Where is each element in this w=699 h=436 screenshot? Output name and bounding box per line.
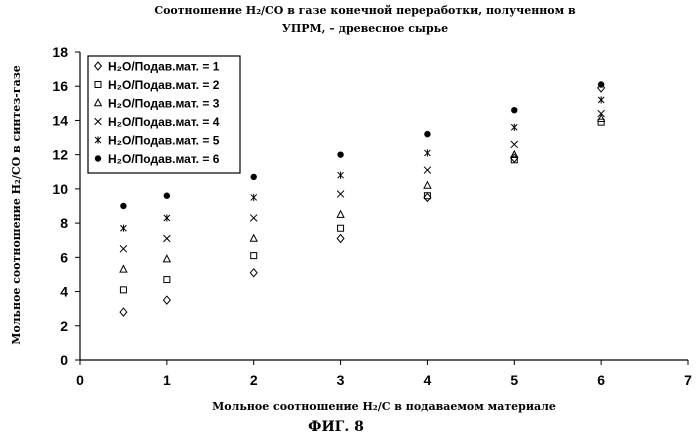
y-tick-label: 2 — [60, 318, 68, 334]
data-point-series-5 — [120, 225, 126, 232]
x-tick-label: 4 — [424, 372, 432, 388]
y-tick-label: 4 — [60, 284, 68, 300]
data-point-series-3 — [163, 255, 170, 262]
data-point-series-1 — [424, 193, 431, 201]
data-point-series-6 — [511, 107, 517, 113]
data-point-series-5 — [164, 214, 170, 221]
x-tick-label: 5 — [510, 372, 518, 388]
x-axis-label: Мольное соотношение H₂/C в подаваемом ма… — [212, 400, 556, 413]
data-point-series-5 — [511, 124, 517, 131]
data-point-series-2 — [338, 225, 344, 231]
data-point-series-1 — [163, 296, 170, 304]
y-tick-label: 12 — [52, 147, 68, 163]
data-point-series-3 — [424, 182, 431, 189]
chart-title-line-1: Соотношение H₂/CO в газе конечной перера… — [154, 4, 576, 17]
data-point-series-5 — [338, 172, 344, 179]
data-point-series-2 — [251, 253, 257, 259]
data-point-series-3 — [250, 235, 257, 242]
y-tick-label: 8 — [60, 215, 68, 231]
y-tick-label: 18 — [52, 44, 68, 60]
y-tick-label: 6 — [60, 249, 68, 265]
data-point-series-4 — [424, 167, 431, 174]
data-point-series-4 — [250, 215, 257, 222]
data-point-series-4 — [337, 191, 344, 198]
legend-label-1: H₂O/Подав.мат. = 1 — [108, 60, 220, 74]
data-point-series-2 — [164, 277, 170, 283]
data-point-series-6 — [251, 174, 257, 180]
data-point-series-6 — [598, 82, 604, 88]
data-point-series-1 — [250, 269, 257, 277]
x-tick-label: 0 — [76, 372, 84, 388]
legend-label-2: H₂O/Подав.мат. = 2 — [108, 78, 220, 92]
y-tick-label: 0 — [60, 352, 68, 368]
data-point-series-1 — [120, 308, 127, 316]
data-point-series-4 — [511, 141, 518, 148]
figure-caption: ФИГ. 8 — [308, 419, 364, 435]
data-point-series-5 — [424, 149, 430, 156]
data-point-series-4 — [120, 245, 127, 252]
y-axis-label: Мольное соотношение H₂/CO в синтез-газе — [10, 65, 23, 344]
data-point-series-6 — [338, 152, 344, 158]
data-point-series-5 — [251, 194, 257, 201]
x-tick-label: 1 — [163, 372, 171, 388]
legend-label-5: H₂O/Подав.мат. = 5 — [108, 134, 220, 148]
data-point-series-2 — [120, 287, 126, 293]
y-tick-label: 14 — [52, 112, 68, 128]
x-tick-label: 2 — [250, 372, 258, 388]
legend-marker-6 — [95, 156, 101, 162]
x-tick-label: 3 — [337, 372, 345, 388]
data-point-series-6 — [164, 193, 170, 199]
y-tick-label: 16 — [52, 78, 68, 94]
chart-title-line-2: УПРМ, – древесное сырье — [282, 22, 448, 35]
data-point-series-5 — [598, 96, 604, 103]
data-point-series-3 — [120, 266, 127, 273]
data-point-series-1 — [337, 235, 344, 243]
legend-label-3: H₂O/Подав.мат. = 3 — [108, 97, 220, 111]
x-tick-label: 7 — [684, 372, 692, 388]
data-point-series-4 — [163, 235, 170, 242]
data-point-series-6 — [425, 131, 431, 137]
data-point-series-6 — [121, 203, 127, 209]
legend-label-4: H₂O/Подав.мат. = 4 — [108, 115, 220, 129]
legend-label-6: H₂O/Подав.мат. = 6 — [108, 152, 220, 166]
data-point-series-3 — [337, 211, 344, 218]
y-tick-label: 10 — [52, 181, 68, 197]
legend: H₂O/Подав.мат. = 1 H₂O/Подав.мат. = 2 H₂O/… — [88, 56, 240, 173]
x-tick-label: 6 — [597, 372, 605, 388]
